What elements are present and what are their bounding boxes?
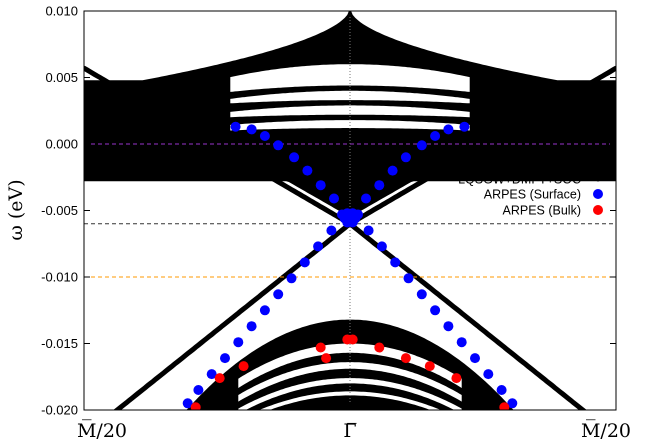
legend-label: LQSGW+DMFT+SOC xyxy=(458,173,581,187)
x-tick-label: Γ̅ xyxy=(343,420,356,442)
arpes-bulk-point xyxy=(321,353,332,364)
legend-marker xyxy=(595,176,601,182)
arpes-surface-point xyxy=(387,165,398,176)
arpes-bulk-point xyxy=(374,342,385,353)
dome-gap-2 xyxy=(238,378,462,410)
arpes-surface-point xyxy=(376,241,387,252)
arpes-surface-point xyxy=(313,241,324,252)
arpes-surface-point xyxy=(193,385,204,395)
arpes-bulk-point xyxy=(347,334,358,345)
band-gap-0 xyxy=(230,64,470,92)
legend-marker xyxy=(593,205,603,215)
arpes-surface-point xyxy=(259,305,270,316)
arpes-bulk-point xyxy=(190,402,201,410)
arpes-surface-point xyxy=(416,289,427,300)
arpes-surface-point xyxy=(363,225,374,236)
arpes-surface-point xyxy=(496,385,507,395)
x-tick-label: M̅/20 xyxy=(77,420,127,442)
arpes-surface-point xyxy=(220,353,230,364)
y-tick-label: -0.005 xyxy=(41,203,78,218)
arpes-surface-point xyxy=(390,257,401,268)
arpes-surface-point xyxy=(345,210,355,221)
arpes-surface-point xyxy=(230,121,241,132)
band-structure xyxy=(84,11,616,410)
arpes-surface-point xyxy=(299,257,310,268)
y-tick-label: -0.010 xyxy=(41,270,78,285)
arpes-bulk-point xyxy=(451,373,462,384)
arpes-surface-point xyxy=(443,124,454,135)
x-axis: M̅/20 Γ̅ M̅/20 xyxy=(77,11,631,442)
y-tick-label: 0.010 xyxy=(45,4,78,19)
band-gap-1 xyxy=(230,90,470,104)
arpes-surface-point xyxy=(403,273,414,284)
arpes-surface-point xyxy=(326,225,337,236)
arpes-surface-point xyxy=(315,180,326,191)
arpes-surface-point xyxy=(329,193,339,204)
x-tick-label: M̅/20 xyxy=(581,420,631,442)
arpes-surface-point xyxy=(361,193,371,204)
arpes-surface-point xyxy=(273,289,284,300)
arpes-surface-point xyxy=(400,152,411,163)
arpes-bulk-point xyxy=(499,402,510,410)
arpes-surface-point xyxy=(206,369,217,380)
arpes-bulk-point xyxy=(424,361,435,372)
arpes-surface-point xyxy=(470,353,480,364)
arpes-surface-point xyxy=(443,321,454,332)
arpes-surface-point xyxy=(374,180,385,191)
dome-gap-1 xyxy=(238,362,462,402)
y-axis-title: ω (eV) xyxy=(5,179,27,240)
arpes-surface-point xyxy=(430,305,441,316)
arpes-surface-point xyxy=(273,140,284,151)
arpes-surface-point xyxy=(416,140,427,151)
arpes-surface-point xyxy=(459,121,470,132)
arpes-bulk-point xyxy=(315,342,326,353)
arpes-surface-point xyxy=(483,369,494,380)
arpes-surface-point xyxy=(430,131,441,141)
y-tick-label: -0.020 xyxy=(41,403,78,418)
arpes-surface-point xyxy=(246,124,257,135)
arpes-surface-point xyxy=(182,398,193,409)
legend-label: ARPES (Bulk) xyxy=(503,204,582,218)
arpes-points xyxy=(182,121,518,410)
dome-gap-3 xyxy=(259,391,441,410)
arpes-surface-point xyxy=(507,398,518,409)
arpes-surface-point xyxy=(286,273,297,284)
arpes-bulk-point xyxy=(214,373,225,384)
legend-label: ARPES (Surface) xyxy=(484,188,581,202)
y-tick-label: 0.000 xyxy=(45,137,78,152)
y-tick-label: 0.005 xyxy=(45,70,78,85)
arpes-surface-point xyxy=(233,337,244,348)
arpes-surface-point xyxy=(456,337,467,348)
y-tick-label: -0.015 xyxy=(41,336,78,351)
arpes-surface-point xyxy=(246,321,257,332)
legend-marker xyxy=(593,189,603,199)
arpes-surface-point xyxy=(259,131,270,141)
arpes-bulk-point xyxy=(400,353,411,364)
arpes-surface-point xyxy=(302,165,313,176)
arpes-surface-point xyxy=(289,152,300,163)
y-axis: 0.010 0.005 0.000 -0.005 -0.010 -0.015 -0.020 xyxy=(41,4,616,418)
arpes-bulk-point xyxy=(238,361,249,372)
band-gap-2 xyxy=(230,105,470,118)
